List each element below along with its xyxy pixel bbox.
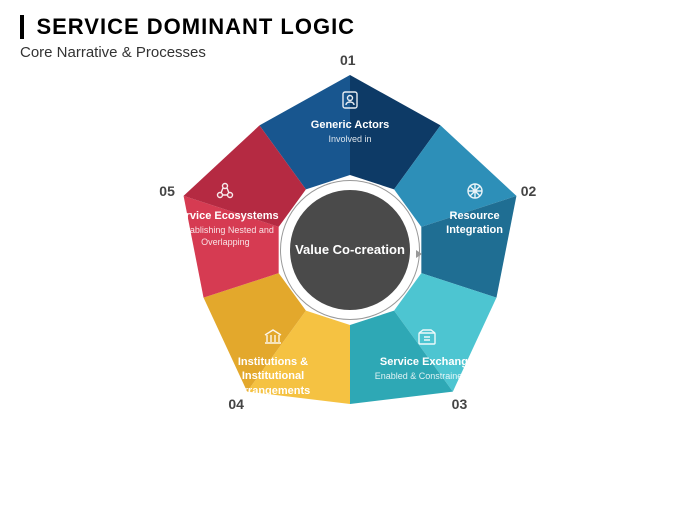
page-title: SERVICE DOMINANT LOGIC	[36, 14, 355, 40]
segment-0-number: 01	[340, 52, 356, 68]
segment-2-number: 03	[452, 396, 468, 412]
accent-bar	[20, 15, 24, 39]
circular-diagram: Value Co-creation Generic ActorsInvolved…	[155, 55, 545, 445]
segment-1-number: 02	[521, 183, 537, 199]
segment-4-number: 05	[159, 183, 175, 199]
center-text: Value Co-creation	[295, 242, 405, 259]
center-circle: Value Co-creation	[290, 190, 410, 310]
segment-3-number: 04	[228, 396, 244, 412]
